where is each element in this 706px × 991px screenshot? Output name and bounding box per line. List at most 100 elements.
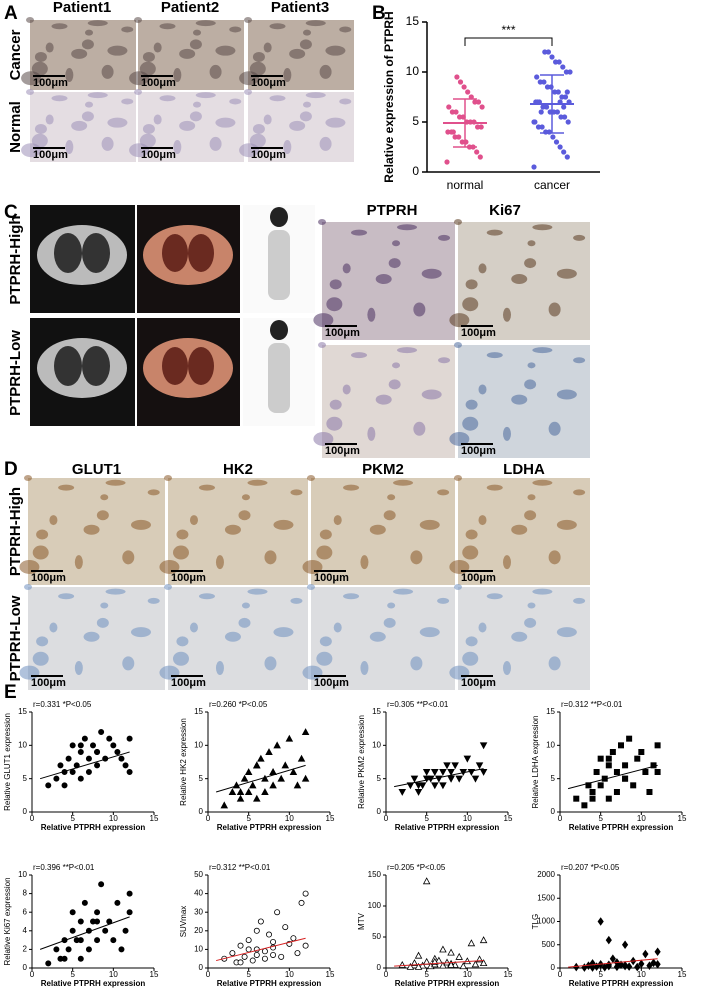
point — [126, 735, 133, 742]
x-tick-label: 0 — [558, 814, 563, 823]
point — [85, 946, 92, 953]
point — [444, 159, 450, 165]
cell — [26, 17, 34, 23]
point — [98, 881, 105, 888]
x-tick-label: 0 — [558, 970, 563, 979]
cell — [419, 627, 440, 638]
fit-line — [39, 916, 130, 950]
cell — [392, 240, 401, 247]
point — [539, 124, 545, 130]
point — [110, 742, 117, 749]
x-tick-label: 10 — [637, 970, 646, 979]
point — [273, 741, 281, 749]
cell — [511, 394, 528, 405]
cell — [122, 550, 135, 565]
cell — [351, 229, 368, 236]
cell — [305, 92, 326, 99]
point — [550, 134, 556, 140]
cell — [342, 263, 351, 274]
cell — [573, 489, 586, 496]
cell — [87, 92, 108, 99]
scale-bar-label: 100μm — [251, 149, 286, 161]
cell — [32, 545, 49, 560]
point — [630, 782, 637, 789]
x-tick-label: 0 — [206, 970, 211, 979]
point — [463, 755, 472, 763]
point — [447, 769, 455, 776]
scale-bar-label: 100μm — [33, 149, 68, 161]
cell — [478, 384, 487, 395]
y-tick-label: 8 — [23, 889, 28, 898]
point — [114, 749, 121, 756]
y-tick-label: 2000 — [537, 870, 555, 879]
cell — [573, 234, 586, 241]
point — [118, 755, 125, 762]
cell — [83, 631, 100, 642]
y-tick-label: 10 — [372, 740, 381, 749]
point — [220, 801, 229, 809]
fit-line — [568, 764, 658, 790]
point — [589, 963, 596, 972]
column-header: Patient3 — [271, 0, 329, 16]
ct-lung — [54, 346, 82, 386]
cell — [21, 71, 42, 86]
cell — [121, 98, 134, 105]
cell — [307, 584, 315, 590]
point — [642, 769, 649, 776]
row-label: Normal — [7, 101, 24, 153]
cell — [238, 510, 251, 521]
point — [65, 946, 72, 953]
point — [618, 742, 625, 749]
cell — [486, 484, 503, 491]
cell — [527, 362, 536, 369]
point — [471, 960, 480, 968]
point — [274, 909, 281, 916]
point — [621, 940, 629, 950]
point — [605, 935, 612, 945]
mip-head — [270, 207, 288, 227]
cell — [239, 143, 260, 158]
cell — [195, 92, 216, 99]
point — [642, 949, 649, 959]
cell — [527, 602, 536, 609]
point — [467, 939, 476, 947]
cell — [24, 584, 32, 590]
y-axis-title: Relative expression of PTPRH — [382, 11, 396, 182]
cell — [215, 555, 224, 570]
y-tick-label: 50 — [372, 932, 381, 941]
cell — [548, 656, 561, 671]
annotation: r=0.331 *P<0.05 — [33, 700, 92, 709]
panel-letter: C — [4, 202, 18, 223]
point — [61, 782, 68, 789]
cell — [134, 89, 142, 95]
cell — [263, 114, 272, 125]
point — [621, 961, 629, 971]
cell — [290, 597, 303, 604]
cell — [74, 555, 83, 570]
cell — [527, 240, 536, 247]
cell — [375, 394, 392, 405]
y-tick-label: 10 — [18, 740, 27, 749]
cell — [449, 431, 470, 446]
cell — [367, 426, 376, 441]
cell — [215, 661, 224, 676]
cell — [164, 584, 172, 590]
cell — [290, 489, 303, 496]
row-label: PTPRH-High — [7, 487, 24, 576]
pet-body — [143, 338, 233, 398]
cell — [532, 588, 553, 595]
cell — [449, 313, 470, 328]
cell — [413, 302, 426, 317]
point — [241, 953, 248, 960]
scale-bar-label: 100μm — [141, 149, 176, 161]
annotation: r=0.305 **P<0.01 — [387, 700, 449, 709]
point — [126, 909, 133, 916]
point — [398, 960, 407, 968]
cell — [134, 17, 142, 23]
scale-bar-label: 100μm — [461, 327, 496, 339]
point — [77, 918, 84, 925]
point — [609, 749, 616, 756]
point — [269, 768, 277, 775]
cell — [239, 71, 260, 86]
point — [654, 947, 661, 957]
